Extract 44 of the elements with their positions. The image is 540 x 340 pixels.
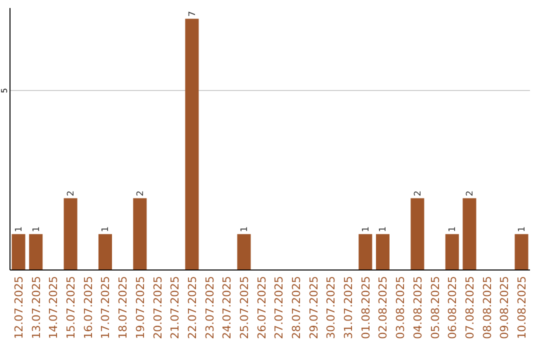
x-tick-label: 26.07.2025 (255, 276, 268, 339)
x-tick-label: 24.07.2025 (220, 276, 234, 339)
data-label: 1 (448, 226, 458, 232)
data-label: 7 (188, 11, 198, 17)
x-tick-label: 03.08.2025 (394, 276, 408, 339)
x-tick-label: 22.07.2025 (186, 276, 199, 339)
x-tick-label: 27.07.2025 (272, 276, 286, 339)
x-tick-label: 17.07.2025 (99, 276, 112, 339)
x-tick-label: 04.08.2025 (411, 276, 424, 339)
x-tick-label: 19.07.2025 (134, 276, 147, 339)
x-tick-label: 18.07.2025 (116, 276, 130, 339)
x-tick-label: 28.07.2025 (290, 276, 304, 339)
x-tick-label: 14.07.2025 (47, 276, 60, 339)
x-tick-label: 20.07.2025 (151, 276, 164, 339)
data-label: 2 (66, 190, 77, 196)
x-tick-label: 06.08.2025 (446, 276, 460, 339)
x-tick-label: 07.08.2025 (463, 276, 476, 339)
x-tick-label: 13.07.2025 (30, 276, 43, 339)
x-tick-label: 05.08.2025 (428, 276, 442, 339)
x-tick-label: 12.07.2025 (12, 276, 26, 339)
x-tick-label: 25.07.2025 (238, 276, 251, 339)
data-label: 1 (14, 226, 24, 232)
x-tick-label: 02.08.2025 (376, 276, 390, 339)
x-tick-label: 31.07.2025 (342, 276, 356, 339)
data-label: 2 (465, 190, 476, 196)
data-label: 2 (413, 190, 424, 196)
y-tick-label: 5 (0, 88, 9, 94)
x-tick-label: 21.07.2025 (168, 276, 182, 339)
data-label: 1 (378, 226, 389, 232)
data-label: 1 (518, 226, 528, 232)
data-label: 1 (361, 226, 372, 232)
x-tick-label: 09.08.2025 (498, 276, 512, 339)
x-tick-label: 16.07.2025 (82, 276, 95, 339)
x-tick-label: 01.08.2025 (359, 276, 372, 339)
data-label: 1 (32, 226, 42, 232)
x-tick-label: 23.07.2025 (203, 276, 216, 339)
x-tick-label: 08.08.2025 (480, 276, 494, 339)
x-tick-label: 30.07.2025 (324, 276, 338, 339)
data-label: 2 (136, 190, 146, 196)
x-tick-label: 10.08.2025 (516, 276, 528, 339)
data-label: 1 (101, 226, 112, 232)
x-tick-label: 15.07.2025 (64, 276, 78, 339)
data-label: 1 (240, 226, 250, 232)
x-tick-label: 29.07.2025 (307, 276, 320, 339)
